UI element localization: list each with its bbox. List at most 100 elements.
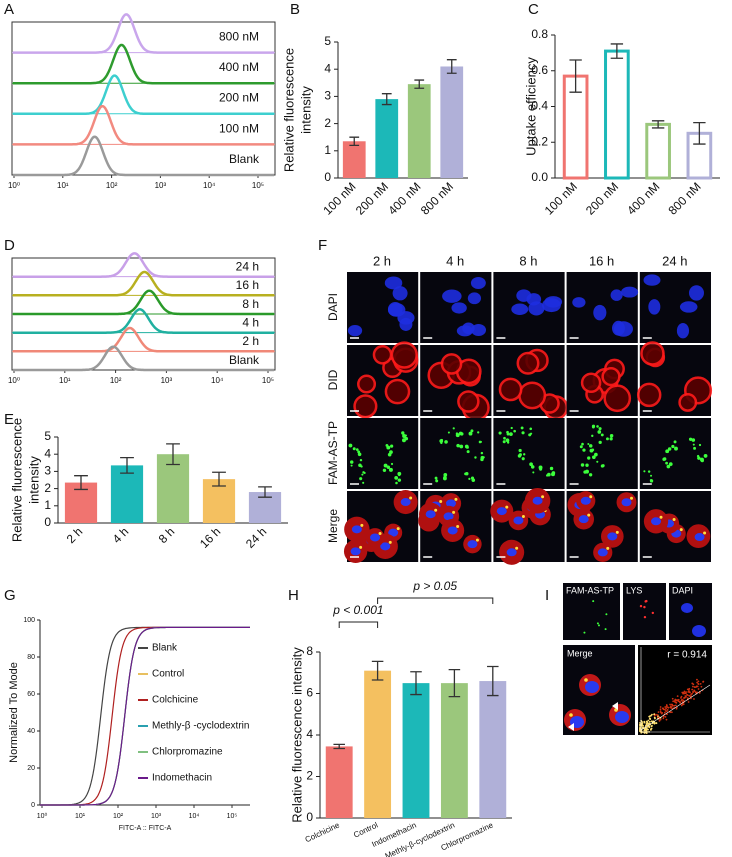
distribution-curve: [40, 626, 250, 806]
bar: [342, 141, 366, 178]
column-header: 2 h: [373, 253, 391, 268]
scatter-dot: [653, 713, 656, 716]
scatter-dot: [671, 707, 674, 710]
scatter-dot: [643, 721, 646, 724]
error-bar: [651, 120, 665, 129]
scatter-dot: [644, 728, 647, 731]
y-tick-label: 3: [324, 89, 331, 103]
x-tick-label: 10⁴: [189, 813, 200, 820]
y-tick-label: 4: [306, 727, 313, 741]
error-bar: [487, 665, 499, 697]
bar: [479, 681, 507, 818]
puncta: [696, 454, 700, 458]
puncta: [649, 479, 653, 482]
puncta: [456, 443, 460, 448]
puncta: [385, 444, 389, 447]
puncta: [409, 496, 413, 500]
error-bar: [333, 743, 345, 750]
column-header: 4 h: [446, 253, 464, 268]
error-bar: [120, 456, 134, 474]
scatter-dot: [674, 699, 677, 701]
puncta: [529, 432, 533, 435]
nucleus: [593, 304, 607, 321]
nucleus: [572, 297, 586, 308]
puncta: [569, 713, 573, 717]
scatter-dot: [669, 705, 672, 708]
nucleus: [388, 528, 399, 537]
puncta: [359, 458, 363, 462]
puncta: [596, 425, 599, 428]
x-tick-label: 800 nM: [666, 179, 704, 217]
x-tick-label: 10²: [113, 813, 124, 820]
puncta: [510, 426, 513, 430]
error-bar: [258, 486, 272, 498]
scatter-dot: [678, 701, 681, 704]
puncta: [645, 599, 648, 603]
scatter-dot: [648, 726, 651, 729]
micrograph: [493, 418, 565, 489]
puncta: [588, 444, 593, 448]
histogram-curve: [13, 104, 274, 146]
puncta: [434, 476, 438, 480]
puncta: [361, 473, 364, 476]
membrane: [440, 353, 463, 375]
puncta: [581, 442, 584, 446]
puncta: [505, 505, 509, 509]
scatter-dot: [650, 728, 652, 731]
puncta: [515, 546, 519, 550]
scatter-dot: [655, 722, 658, 725]
nucleus: [679, 301, 698, 313]
x-tick-label: 10⁴: [203, 181, 216, 190]
nucleus: [442, 289, 462, 303]
membrane: [640, 341, 665, 366]
puncta: [440, 438, 444, 442]
scatter-dot: [659, 711, 662, 714]
scatter-dot: [669, 703, 671, 706]
scatter-dot: [685, 691, 687, 693]
nucleus: [456, 325, 473, 337]
scatter-dot: [685, 696, 687, 698]
y-tick-label: 0.6: [531, 63, 548, 77]
nucleus: [621, 286, 639, 298]
panel-label: FAM-AS-TP: [566, 585, 614, 595]
nucleus: [392, 286, 408, 301]
scatter-dot: [656, 714, 659, 716]
puncta: [698, 443, 702, 447]
nucleus: [443, 512, 454, 521]
puncta: [382, 468, 387, 472]
scatter-dot: [673, 704, 676, 707]
series-label: 400 nM: [219, 60, 259, 74]
scatter-dot: [659, 706, 662, 708]
series-label: 200 nM: [219, 91, 259, 105]
y-axis-label: intensity: [26, 456, 41, 504]
scatter-dot: [667, 706, 670, 709]
puncta: [506, 441, 510, 444]
micrograph: [639, 418, 711, 489]
puncta: [480, 455, 485, 460]
significance-bracket: [338, 621, 379, 628]
puncta: [596, 460, 599, 463]
scatter-dot: [700, 685, 703, 688]
scatter-dot: [669, 706, 672, 709]
puncta: [521, 457, 525, 461]
membrane: [498, 377, 523, 402]
puncta: [605, 613, 608, 616]
puncta: [443, 473, 448, 477]
puncta: [362, 481, 365, 484]
puncta: [583, 631, 586, 634]
x-tick-label: 10⁰: [8, 181, 20, 190]
puncta: [659, 515, 663, 519]
scatter-dot: [648, 720, 651, 723]
nucleus: [380, 542, 391, 551]
puncta: [359, 477, 363, 481]
y-tick-label: 0: [31, 802, 35, 809]
error-bar: [446, 59, 457, 74]
puncta: [630, 496, 634, 500]
puncta: [452, 427, 455, 430]
x-tick-label: 800 nM: [418, 179, 456, 217]
error-bar: [414, 79, 425, 89]
x-tick-label: Control: [352, 820, 379, 839]
scatter-dot: [672, 700, 675, 703]
scatter-dot: [677, 700, 680, 703]
x-tick-label: 400 nM: [385, 179, 423, 217]
